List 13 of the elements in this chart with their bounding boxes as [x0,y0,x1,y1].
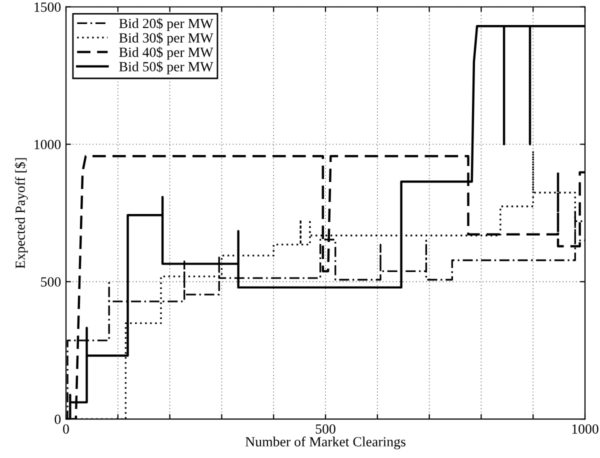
y-tick-label: 1500 [34,2,61,12]
legend-label: Bid 20$ per MW [119,18,214,31]
x-tick-label: 0 [63,424,69,434]
x-tick-label: 500 [316,424,336,434]
y-tick-label: 0 [54,414,61,424]
legend-label: Bid 30$ per MW [119,32,214,46]
y-tick-label: 1000 [34,140,61,150]
legend-label: Bid 40$ per MW [119,46,214,60]
x-axis-title: Number of Market Clearings [245,436,406,450]
y-axis-title: Expected Payoff [$] [14,158,28,268]
legend-label: Bid 50$ per MW [119,61,214,74]
x-tick-label: 1000 [572,424,598,434]
y-tick-label: 500 [41,277,61,287]
